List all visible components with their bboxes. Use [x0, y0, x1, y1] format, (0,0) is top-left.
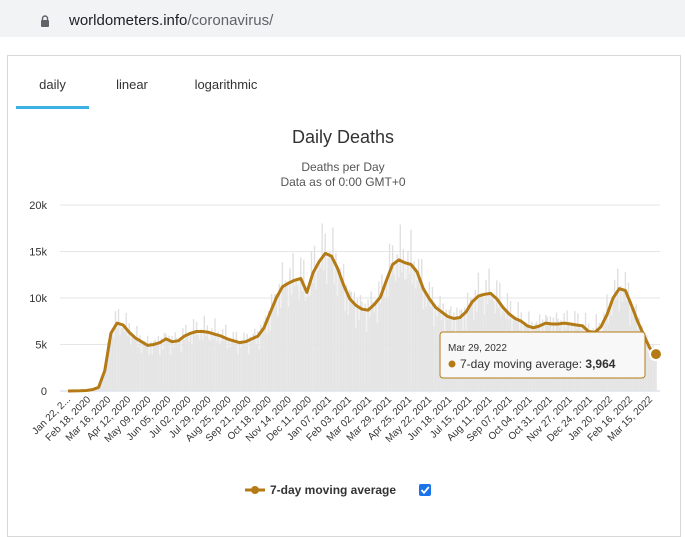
y-axis-labels: 0 5k 10k 15k 20k	[29, 200, 47, 398]
tooltip-text: 7-day moving average: 3,964	[460, 357, 616, 371]
y-tick-label: 15k	[29, 247, 47, 259]
url-text: worldometers.info/coronavirus/	[69, 12, 273, 29]
legend-checkbox[interactable]	[419, 484, 431, 496]
legend-dot-icon	[251, 486, 259, 494]
chart-subtitle-1: Deaths per Day	[301, 160, 384, 174]
tooltip-series-label: 7-day moving average:	[460, 357, 585, 371]
url-host: worldometers.info	[69, 12, 188, 29]
browser-address-bar[interactable]: worldometers.info/coronavirus/	[0, 0, 685, 37]
tab-logarithmic[interactable]: logarithmic	[194, 77, 258, 92]
legend-label[interactable]: 7-day moving average	[270, 483, 396, 497]
url-path: /coronavirus/	[187, 12, 274, 29]
legend[interactable]: 7-day moving average	[245, 483, 431, 497]
daily-deaths-chart: Daily Deaths Deaths per Day Data as of 0…	[29, 127, 663, 497]
y-tick-label: 0	[41, 386, 47, 398]
chart-subtitle-2: Data as of 0:00 GMT+0	[280, 175, 405, 189]
tooltip-series-dot	[448, 360, 456, 368]
tab-daily[interactable]: daily	[16, 70, 89, 109]
checkmark-icon	[420, 486, 430, 495]
tooltip: Mar 29, 2022 7-day moving average: 3,964	[439, 331, 646, 379]
y-tick-label: 10k	[29, 293, 47, 305]
y-tick-label: 5k	[35, 340, 47, 352]
tab-linear[interactable]: linear	[116, 77, 148, 92]
y-tick-label: 20k	[29, 200, 47, 212]
hover-point[interactable]	[649, 347, 663, 362]
chart-title: Daily Deaths	[292, 127, 394, 147]
lock-icon	[41, 15, 49, 27]
tooltip-date: Mar 29, 2022	[448, 343, 507, 354]
series-line	[67, 251, 658, 393]
url-field[interactable]: worldometers.info/coronavirus/	[6, 3, 685, 33]
tooltip-value: 3,964	[585, 357, 615, 371]
